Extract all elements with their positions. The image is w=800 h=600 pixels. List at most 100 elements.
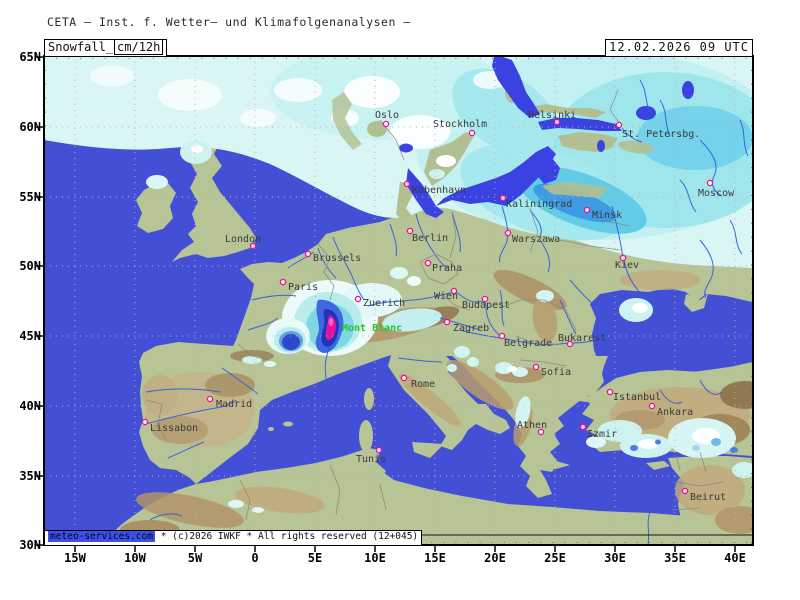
map-annotation: Mont Blanc (342, 323, 402, 334)
snow-alps-layer (242, 280, 442, 367)
city-label: Kobenhavn (412, 185, 466, 196)
baltic-water-layer (399, 56, 694, 218)
city-label: Kaliningrad (506, 199, 572, 210)
city-marker (579, 423, 587, 431)
gulf-of-riga (536, 158, 560, 184)
lon-label: 25E (544, 551, 566, 565)
city-marker (619, 254, 627, 262)
city-label: Berlin (412, 233, 448, 244)
city-marker (648, 402, 656, 410)
city-marker (279, 278, 287, 286)
north-africa (100, 448, 752, 545)
product-unit: cm/12h (114, 39, 164, 55)
city-marker (141, 418, 149, 426)
lon-label: 5W (188, 551, 203, 565)
city-label: Budapest (462, 300, 510, 311)
city-marker (606, 388, 614, 396)
norway-coast (332, 92, 362, 150)
lat-label: 30N (19, 538, 41, 552)
north-land-bits (332, 81, 654, 222)
lon-label: 10W (124, 551, 146, 565)
city-marker (498, 332, 506, 340)
city-label: Stockholm (433, 119, 487, 130)
city-label: Athen (517, 420, 547, 431)
city-marker (450, 287, 458, 295)
lake-ladoga (636, 106, 656, 120)
lat-label: 40N (19, 399, 41, 413)
city-label: Izmir (587, 429, 617, 440)
cyprus (646, 461, 670, 470)
city-marker (504, 229, 512, 237)
city-marker (532, 363, 540, 371)
grid-layer (44, 56, 753, 545)
lat-label: 55N (19, 190, 41, 204)
city-label: Lissabon (150, 423, 198, 434)
city-marker (400, 374, 408, 382)
balearic-1 (283, 421, 293, 427)
city-label: Oslo (375, 110, 399, 121)
axis-layer: 15W 10W 5W 0 5E 10E 15E 20E 25E 30E 35E 40E 65N 60N 55… (19, 50, 746, 565)
city-marker (406, 227, 414, 235)
city-marker (249, 242, 257, 250)
city-label: Wien (434, 291, 458, 302)
city-marker (583, 206, 591, 214)
lon-label: 20E (484, 551, 506, 565)
city-label: Moscow (698, 188, 735, 199)
city-marker (206, 395, 214, 403)
city-label: Rome (411, 379, 435, 390)
city-marker (354, 295, 362, 303)
city-label: London (225, 234, 261, 245)
ireland (136, 183, 176, 233)
denmark (396, 182, 414, 222)
lon-label: 30E (604, 551, 626, 565)
baltics (542, 182, 608, 198)
city-marker (537, 428, 545, 436)
city-marker (375, 446, 383, 454)
city-label: St. Petersbg. (622, 129, 700, 140)
lat-label: 45N (19, 329, 41, 343)
city-marker (304, 250, 312, 258)
rivers-layer (145, 79, 749, 545)
city-marker (424, 259, 432, 267)
lon-label: 0 (251, 551, 258, 565)
city-label: Warszawa (512, 234, 560, 245)
city-label: Belgrade (504, 338, 552, 349)
city-marker (681, 487, 689, 495)
city-marker (499, 194, 507, 202)
rights-text: All rights reserved (12+045) (258, 531, 419, 542)
city-label: Praha (432, 263, 462, 274)
site-link[interactable]: meteo-services.com (48, 531, 155, 542)
city-label: Beirut (690, 492, 726, 503)
lat-label: 65N (19, 50, 41, 64)
corsica (364, 388, 374, 410)
kattegat (406, 168, 444, 218)
product-label: Snowfall_ (48, 40, 114, 54)
lat-label: 50N (19, 259, 41, 273)
lon-label: 15E (424, 551, 446, 565)
page-title: CETA — Inst. f. Wetter— und Klimafolgena… (47, 15, 411, 29)
gulf-of-bothnia (492, 56, 540, 118)
datetime-box: 12.02.2026 09 UTC (605, 39, 753, 57)
city-label: Madrid (216, 399, 252, 410)
credit-separator-1: * (160, 531, 167, 542)
borders-layer (145, 89, 725, 521)
finland-coast (524, 104, 606, 118)
city-label: Brussels (313, 253, 361, 264)
lon-label: 15W (64, 551, 86, 565)
credit-text: (c)2026 IWKF (172, 531, 241, 542)
city-marker (443, 318, 451, 326)
city-label: Helsinki (528, 110, 576, 121)
credit-bar: meteo-services.com * (c)2026 IWKF * All … (44, 530, 423, 546)
map-layers (44, 56, 753, 545)
city-label: Bukarest (558, 333, 606, 344)
city-marker (566, 340, 574, 348)
city-marker (403, 180, 411, 188)
lat-label: 60N (19, 120, 41, 134)
balearic-2 (268, 427, 274, 431)
great-britain (172, 136, 256, 262)
mediterranean-sea (196, 352, 752, 522)
city-marker (615, 121, 623, 129)
snow-scatter-layer (228, 267, 753, 513)
